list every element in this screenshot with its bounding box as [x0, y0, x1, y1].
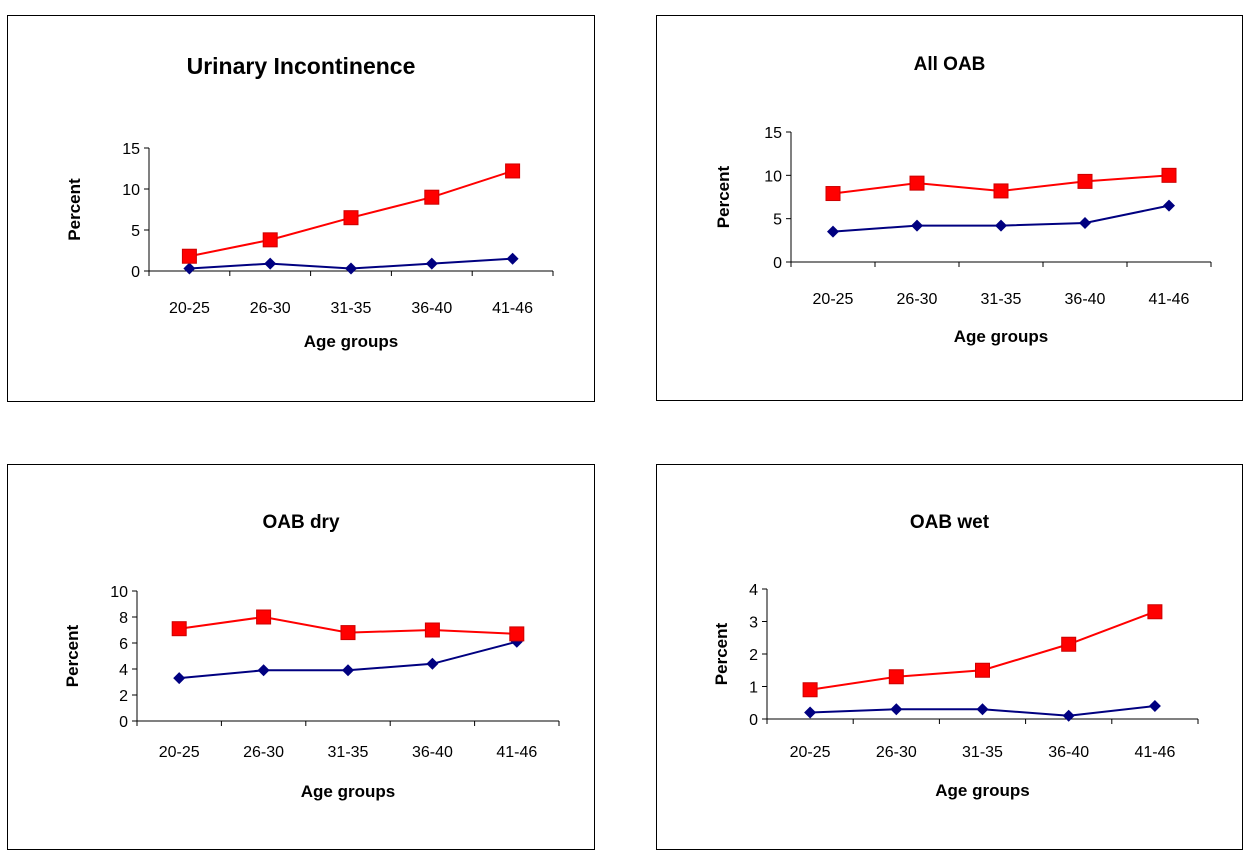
data-point-square	[1161, 167, 1177, 183]
x-tick-label: 36-40	[1048, 744, 1089, 761]
data-point-square	[262, 232, 278, 248]
y-tick-label: 0	[749, 712, 758, 729]
y-axis-title: Percent	[65, 178, 84, 241]
data-point-diamond	[827, 225, 839, 238]
x-tick-label: 36-40	[412, 744, 453, 761]
data-point-square	[1147, 604, 1163, 620]
data-point-square	[802, 682, 818, 698]
chart-title: OAB wet	[909, 512, 990, 533]
x-tick-label: 31-35	[962, 744, 1003, 761]
y-axis-title: Percent	[714, 165, 733, 228]
y-tick-label: 0	[119, 714, 128, 731]
x-tick-label: 26-30	[250, 300, 291, 317]
data-point-diamond	[264, 257, 277, 270]
chart-title: All OAB	[913, 54, 986, 75]
chart-panel-oab-wet: OAB wet 0 1 2 3 4 20-25 26-30 31-35 36-40 41-46 Ag…	[656, 464, 1243, 850]
data-point-square	[340, 625, 356, 641]
y-tick-label: 6	[119, 636, 128, 653]
data-point-diamond	[183, 262, 196, 275]
y-tick-label: 15	[122, 141, 140, 158]
x-tick-label: 20-25	[159, 744, 200, 761]
data-point-diamond	[976, 703, 989, 716]
y-tick-label: 10	[110, 584, 128, 601]
data-point-diamond	[173, 672, 186, 685]
data-point-diamond	[911, 219, 923, 232]
y-tick-label: 4	[749, 582, 758, 599]
data-point-diamond	[342, 664, 354, 677]
x-axis-title: Age groups	[935, 781, 1029, 800]
y-tick-label: 4	[119, 662, 128, 679]
chart-plot-svg: 0 2 4 6 8 10 20-25 26-30 31-35 36-40 41-46 Age grou…	[63, 584, 560, 801]
data-point-diamond	[995, 219, 1007, 232]
data-point-square	[424, 189, 440, 205]
x-tick-label: 20-25	[790, 744, 831, 761]
y-tick-label: 3	[749, 615, 758, 632]
chart-plot-svg: 0 1 2 3 4 20-25 26-30 31-35 36-40 41-46 Age groups…	[712, 582, 1199, 800]
data-point-diamond	[1062, 709, 1075, 722]
data-point-diamond	[425, 257, 438, 270]
x-tick-label: 20-25	[169, 300, 210, 317]
data-point-square	[909, 175, 925, 191]
x-tick-label: 36-40	[411, 300, 452, 317]
x-tick-label: 26-30	[243, 744, 284, 761]
data-point-square	[181, 248, 197, 264]
chart-title: Urinary Incontinence	[186, 53, 416, 79]
x-axis-title: Age groups	[304, 332, 398, 351]
data-point-diamond	[890, 703, 903, 716]
y-tick-label: 0	[773, 255, 782, 272]
x-tick-label: 41-46	[492, 300, 533, 317]
x-tick-label: 36-40	[1065, 291, 1106, 308]
y-axis-title: Percent	[63, 624, 82, 687]
data-point-square	[505, 163, 521, 179]
data-point-square	[888, 669, 904, 685]
data-point-diamond	[426, 657, 439, 670]
data-point-diamond	[1079, 217, 1091, 229]
y-tick-label: 10	[764, 168, 782, 185]
chart-panel-all-oab: All OAB 0 5 10 15 20-25 26-30 31-35 36-40 41-46 A…	[656, 15, 1243, 401]
x-axis-title: Age groups	[301, 782, 395, 801]
data-point-square	[1077, 173, 1093, 189]
y-tick-label: 10	[122, 182, 140, 199]
y-tick-label: 15	[764, 125, 782, 142]
data-point-diamond	[257, 664, 270, 677]
x-tick-label: 31-35	[331, 300, 372, 317]
x-tick-label: 20-25	[813, 291, 854, 308]
data-point-diamond	[804, 706, 817, 719]
data-point-square	[171, 621, 187, 637]
y-tick-label: 5	[773, 212, 782, 229]
y-tick-label: 2	[119, 688, 128, 705]
x-tick-label: 31-35	[328, 744, 369, 761]
x-axis-title: Age groups	[954, 327, 1048, 346]
y-axis-title: Percent	[712, 622, 731, 685]
data-point-diamond	[1148, 700, 1161, 712]
chart-title: OAB dry	[262, 512, 340, 533]
data-point-square	[256, 609, 272, 625]
data-point-square	[424, 622, 440, 638]
data-point-square	[509, 626, 525, 642]
x-tick-label: 31-35	[981, 291, 1022, 308]
x-tick-label: 41-46	[496, 744, 537, 761]
data-point-square	[1061, 636, 1077, 652]
data-point-diamond	[345, 262, 357, 275]
x-tick-label: 26-30	[897, 291, 938, 308]
series-line	[809, 610, 1156, 691]
data-point-square	[993, 183, 1009, 199]
chart-panel-oab-dry: OAB dry 0 2 4 6 8 10 20-25 26-30 31-35 36-40 41-46…	[7, 464, 595, 850]
y-tick-label: 5	[131, 223, 140, 240]
y-tick-label: 2	[749, 647, 758, 664]
data-point-diamond	[506, 252, 519, 265]
y-tick-label: 0	[131, 264, 140, 281]
chart-panel-urinary-incontinence: Urinary Incontinence 0 5 10 15 20-25 26-30 31-…	[7, 15, 595, 402]
x-tick-label: 41-46	[1149, 291, 1190, 308]
data-point-square	[825, 186, 841, 202]
x-tick-label: 41-46	[1134, 744, 1175, 761]
data-point-square	[975, 662, 990, 678]
data-point-diamond	[1163, 199, 1175, 212]
chart-plot-svg: 0 5 10 15 20-25 26-30 31-35 36-40 41-46 Age group…	[65, 141, 554, 351]
x-tick-label: 26-30	[876, 744, 917, 761]
y-tick-label: 8	[119, 610, 128, 627]
chart-plot-svg: 0 5 10 15 20-25 26-30 31-35 36-40 41-46 Age group…	[714, 125, 1212, 346]
y-tick-label: 1	[749, 680, 758, 697]
data-point-square	[343, 210, 359, 226]
